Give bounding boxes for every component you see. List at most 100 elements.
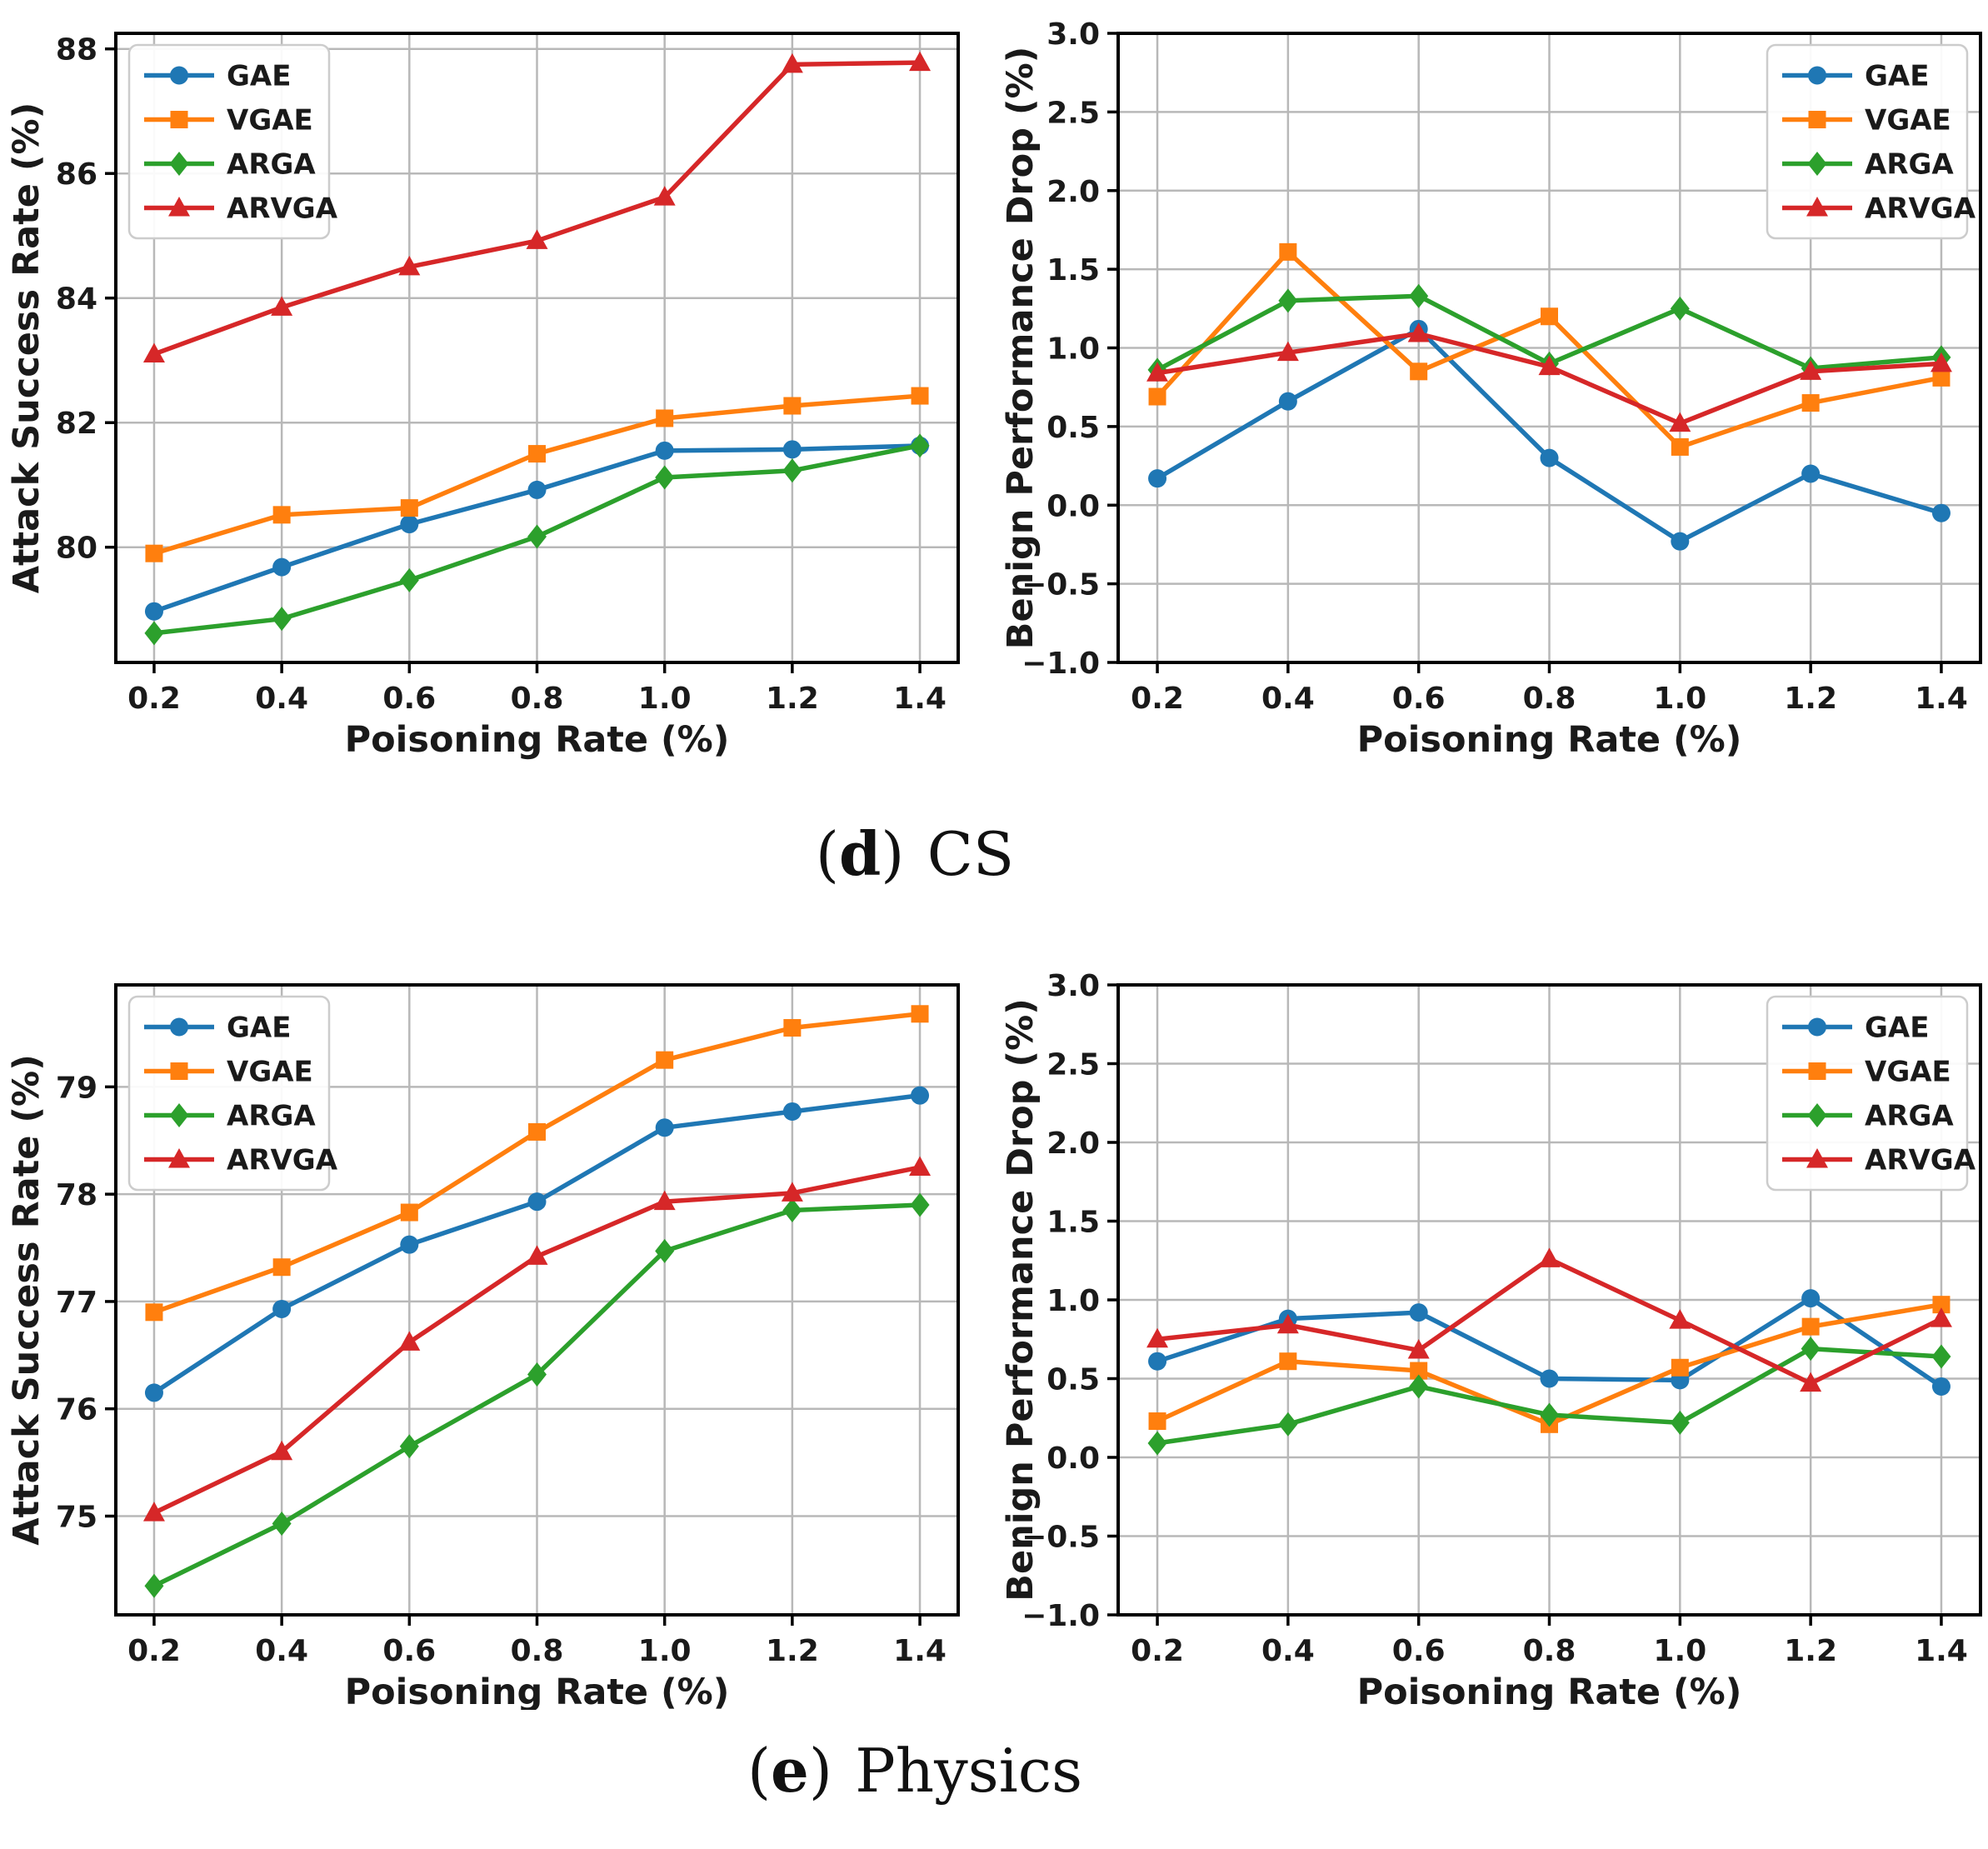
marker-square-icon: [145, 1303, 163, 1322]
y-tick-label: −1.0: [1021, 647, 1100, 681]
marker-triangle-icon: [1930, 1307, 1952, 1327]
y-tick-label: 2.5: [1046, 1048, 1100, 1082]
marker-circle-icon: [272, 1299, 292, 1318]
caption-physics-text: (e) Physics: [747, 1736, 1082, 1806]
y-tick-label: −1.0: [1021, 1599, 1100, 1633]
x-tick-label: 1.2: [766, 1634, 819, 1668]
legend-label: ARVGA: [1865, 192, 1976, 226]
marker-circle-icon: [144, 1383, 163, 1402]
marker-square-icon: [1808, 111, 1826, 128]
y-tick-label: 1.0: [1046, 332, 1100, 367]
y-tick-label: 88: [56, 33, 97, 67]
x-tick-label: 0.2: [1131, 1634, 1184, 1668]
y-tick-label: 1.0: [1046, 1284, 1100, 1318]
marker-circle-icon: [1931, 503, 1951, 522]
y-axis-label: Attack Success Rate (%): [6, 1054, 47, 1546]
legend-item-ARGA: ARGA: [1782, 148, 1954, 182]
marker-triangle-icon: [1538, 1247, 1561, 1267]
marker-circle-icon: [1808, 66, 1826, 85]
x-tick-label: 1.2: [1784, 1634, 1837, 1668]
legend-label: ARVGA: [227, 192, 338, 226]
caption-letter: e: [771, 1735, 809, 1806]
marker-triangle-icon: [271, 1440, 293, 1461]
y-tick-label: 2.0: [1046, 1127, 1100, 1161]
y-axis-label: Attack Success Rate (%): [6, 102, 47, 594]
marker-square-icon: [1410, 1362, 1428, 1380]
marker-diamond-icon: [169, 1103, 189, 1127]
marker-triangle-icon: [1800, 1372, 1822, 1392]
marker-square-icon: [1410, 362, 1428, 381]
marker-triangle-icon: [1146, 1327, 1169, 1348]
x-tick-label: 1.4: [893, 682, 947, 716]
marker-circle-icon: [1148, 469, 1167, 488]
legend-box: [127, 43, 331, 240]
chart-svg-cs-attack-success-rate: 0.2 0.4 0.6 0.8 1.0 1.2 1.4 80 82 84 86 88 Poisoning…: [6, 32, 960, 761]
y-tick-label: 78: [56, 1178, 97, 1212]
marker-triangle-icon: [398, 255, 421, 276]
series-ARGA: [144, 1192, 930, 1598]
marker-square-icon: [1801, 394, 1820, 412]
y-axis-label: Benign Performance Drop (%): [1000, 998, 1041, 1602]
legend-box: [127, 995, 331, 1192]
marker-triangle-icon: [781, 1182, 803, 1202]
marker-circle-icon: [1278, 392, 1297, 411]
legend-label: ARGA: [1865, 148, 1954, 182]
marker-circle-icon: [1540, 448, 1559, 467]
marker-triangle-icon: [1930, 352, 1952, 372]
marker-diamond-icon: [527, 1362, 547, 1387]
series-VGAE: [1148, 242, 1951, 456]
legend-item-ARGA: ARGA: [144, 1100, 316, 1133]
marker-diamond-icon: [169, 152, 189, 176]
marker-diamond-icon: [1409, 283, 1429, 308]
marker-circle-icon: [400, 515, 419, 534]
marker-diamond-icon: [1670, 296, 1690, 321]
marker-square-icon: [145, 544, 163, 562]
x-tick-label: 0.2: [1131, 682, 1184, 716]
marker-square-icon: [1932, 1296, 1951, 1314]
marker-triangle-icon: [1538, 355, 1561, 376]
legend-item-ARVGA: ARVGA: [1782, 1144, 1976, 1177]
x-tick-label: 1.4: [1915, 1634, 1968, 1668]
series-ARVGA: [1146, 322, 1952, 432]
y-tick-label: 0.5: [1046, 1363, 1100, 1397]
marker-diamond-icon: [782, 1197, 802, 1222]
caption-letter: d: [838, 818, 882, 889]
legend-label: VGAE: [227, 104, 313, 137]
marker-triangle-icon: [909, 1156, 932, 1176]
series-ARGA: [1147, 1337, 1951, 1456]
legend-item-GAE: GAE: [144, 1012, 291, 1045]
legend-label: ARGA: [227, 148, 316, 182]
marker-triangle-icon: [1276, 341, 1299, 362]
legend: GAE VGAE ARGA ARVGA: [1766, 43, 1976, 240]
marker-diamond-icon: [1278, 1412, 1298, 1437]
caption-dataset-name: CS: [927, 819, 1015, 889]
y-tick-label: 86: [56, 157, 97, 192]
caption-physics: (e) Physics: [0, 1737, 1988, 1849]
marker-diamond-icon: [1931, 1344, 1951, 1369]
marker-triangle-icon: [1669, 1309, 1691, 1329]
marker-triangle-icon: [1407, 1338, 1430, 1359]
x-tick-label: 0.2: [127, 1634, 181, 1668]
legend-item-ARGA: ARGA: [144, 148, 316, 182]
x-tick-label: 0.8: [1523, 1634, 1576, 1668]
marker-circle-icon: [1409, 1303, 1428, 1322]
marker-diamond-icon: [910, 1192, 930, 1217]
marker-diamond-icon: [910, 433, 930, 458]
marker-triangle-icon: [1806, 197, 1828, 217]
legend-label: GAE: [1865, 1012, 1929, 1045]
axes: 0.2 0.4 0.6 0.8 1.0 1.2 1.4 3.0 2.5 2.0 1.5 1.0 0.5 0…: [1000, 17, 1968, 761]
y-tick-label: −0.5: [1021, 568, 1100, 602]
marker-square-icon: [656, 409, 674, 427]
marker-triangle-icon: [909, 51, 932, 72]
marker-diamond-icon: [527, 524, 547, 549]
marker-circle-icon: [655, 1118, 674, 1137]
x-axis-label: Poisoning Rate (%): [345, 719, 730, 761]
y-tick-label: 1.5: [1046, 253, 1100, 287]
marker-circle-icon: [1801, 464, 1821, 483]
legend-box: [1766, 995, 1969, 1192]
marker-square-icon: [1808, 1062, 1826, 1080]
caption-cs: (d) CS: [0, 821, 1988, 952]
marker-circle-icon: [655, 441, 674, 460]
marker-diamond-icon: [1807, 152, 1827, 176]
marker-circle-icon: [1801, 1289, 1821, 1308]
